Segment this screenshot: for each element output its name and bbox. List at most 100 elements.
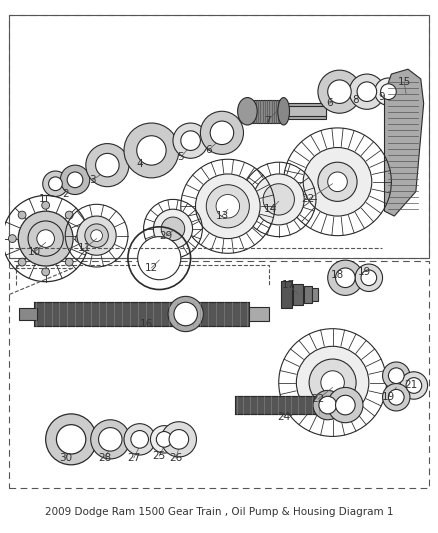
- Circle shape: [206, 185, 249, 228]
- Circle shape: [46, 414, 97, 465]
- Circle shape: [161, 217, 185, 240]
- Circle shape: [91, 420, 130, 459]
- Circle shape: [99, 427, 122, 451]
- Circle shape: [138, 237, 181, 280]
- Bar: [312, 288, 318, 301]
- Text: 19: 19: [358, 267, 371, 277]
- Circle shape: [336, 268, 355, 288]
- Text: 4: 4: [136, 159, 143, 169]
- Circle shape: [168, 296, 203, 332]
- Circle shape: [57, 425, 86, 454]
- Bar: [247, 100, 285, 123]
- Circle shape: [375, 78, 402, 106]
- Polygon shape: [385, 69, 424, 216]
- Circle shape: [95, 154, 119, 177]
- Circle shape: [210, 121, 234, 144]
- Circle shape: [91, 230, 102, 241]
- Text: 18: 18: [331, 270, 344, 280]
- Circle shape: [400, 372, 427, 399]
- Bar: [249, 307, 269, 321]
- Text: 15: 15: [397, 77, 411, 87]
- Circle shape: [328, 260, 363, 295]
- Circle shape: [328, 387, 363, 423]
- Circle shape: [181, 131, 201, 150]
- Circle shape: [131, 431, 148, 448]
- Text: 9: 9: [378, 92, 385, 102]
- Text: 2: 2: [62, 189, 69, 198]
- Text: 8: 8: [352, 94, 358, 104]
- Circle shape: [161, 422, 197, 457]
- Text: 17: 17: [282, 280, 295, 289]
- Circle shape: [336, 395, 355, 415]
- Circle shape: [65, 258, 73, 266]
- Text: 26: 26: [169, 453, 183, 463]
- Circle shape: [303, 148, 372, 216]
- Text: 11: 11: [78, 244, 92, 253]
- Circle shape: [253, 174, 304, 225]
- Circle shape: [28, 221, 63, 256]
- Circle shape: [361, 270, 377, 286]
- Circle shape: [18, 211, 26, 219]
- Circle shape: [43, 171, 68, 197]
- Bar: [281, 281, 293, 308]
- Text: 1: 1: [39, 195, 45, 205]
- Circle shape: [313, 390, 343, 420]
- Bar: [235, 396, 328, 414]
- Circle shape: [382, 384, 410, 411]
- Bar: [285, 107, 326, 116]
- Circle shape: [357, 82, 377, 101]
- Circle shape: [173, 123, 208, 158]
- Circle shape: [355, 264, 382, 292]
- Circle shape: [216, 195, 240, 218]
- Text: 10: 10: [27, 247, 40, 257]
- Circle shape: [318, 70, 361, 113]
- Text: 22: 22: [311, 394, 325, 404]
- Circle shape: [156, 432, 172, 447]
- Circle shape: [153, 209, 193, 248]
- Text: 6: 6: [205, 146, 212, 156]
- Circle shape: [389, 390, 404, 405]
- Text: 25: 25: [152, 451, 166, 461]
- Ellipse shape: [278, 98, 290, 125]
- Text: 30: 30: [59, 453, 72, 463]
- Bar: [10, 15, 428, 258]
- Circle shape: [60, 165, 90, 195]
- Circle shape: [77, 216, 116, 255]
- Text: 7: 7: [264, 116, 270, 126]
- Circle shape: [382, 362, 410, 390]
- Text: 21: 21: [404, 381, 417, 391]
- Circle shape: [169, 430, 189, 449]
- Circle shape: [319, 396, 336, 414]
- Circle shape: [137, 136, 166, 165]
- Circle shape: [328, 80, 351, 103]
- Circle shape: [75, 235, 83, 243]
- Text: 5: 5: [177, 152, 184, 163]
- Circle shape: [42, 201, 49, 209]
- Text: 2009 Dodge Ram 1500 Gear Train , Oil Pump & Housing Diagram 1: 2009 Dodge Ram 1500 Gear Train , Oil Pum…: [45, 507, 393, 517]
- Circle shape: [201, 111, 244, 155]
- Bar: [304, 286, 312, 303]
- Circle shape: [328, 172, 347, 191]
- Circle shape: [65, 211, 73, 219]
- Circle shape: [85, 224, 108, 247]
- Text: 13: 13: [215, 211, 229, 221]
- Circle shape: [124, 424, 155, 455]
- Circle shape: [37, 230, 54, 247]
- Circle shape: [263, 184, 294, 215]
- Circle shape: [49, 177, 62, 191]
- Circle shape: [406, 378, 422, 393]
- Circle shape: [321, 371, 344, 394]
- Bar: [19, 308, 37, 320]
- Circle shape: [174, 302, 198, 326]
- Circle shape: [297, 346, 369, 419]
- Bar: [34, 302, 249, 326]
- Circle shape: [381, 84, 396, 100]
- Bar: [247, 103, 326, 119]
- Text: 16: 16: [140, 319, 153, 329]
- Bar: [293, 284, 303, 305]
- Text: 6: 6: [326, 99, 333, 108]
- Circle shape: [318, 162, 357, 201]
- Text: 27: 27: [127, 453, 141, 463]
- Ellipse shape: [237, 98, 257, 125]
- Text: 29: 29: [159, 231, 173, 241]
